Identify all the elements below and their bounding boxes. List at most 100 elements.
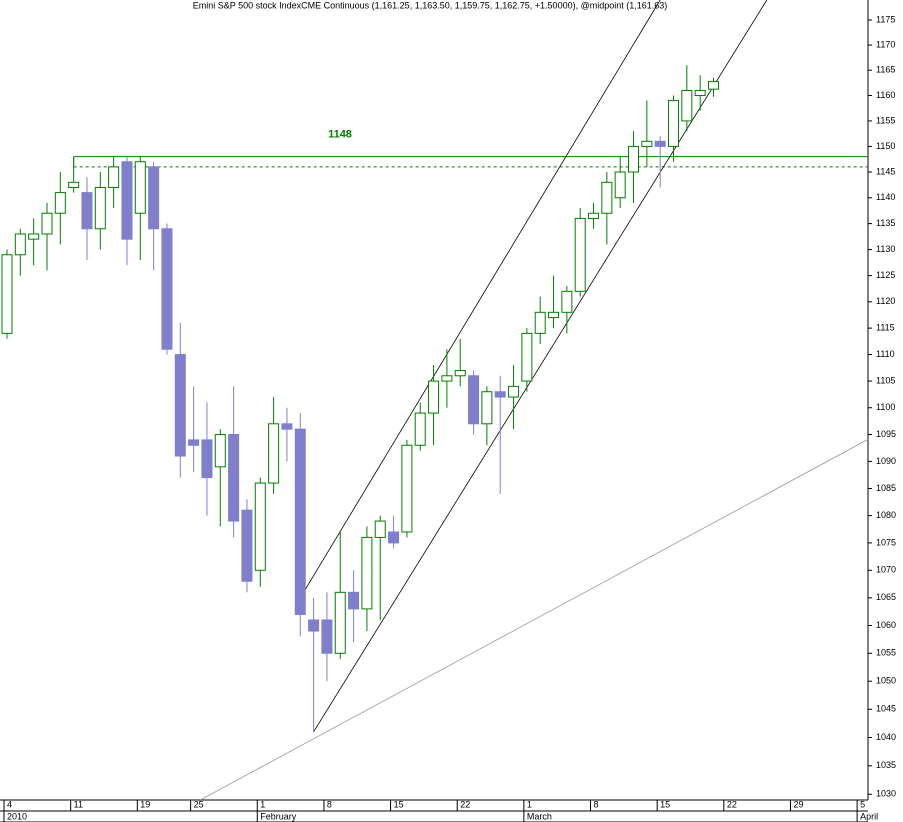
candle-body [254,482,266,571]
candle-body [54,192,66,214]
y-tick-label: 1060 [876,620,896,630]
y-tick-label: 1070 [876,565,896,575]
y-tick-label: 1125 [876,270,895,280]
candle-body [388,531,400,544]
y-tick-label: 1030 [876,789,896,799]
candle-body [281,423,293,430]
candle-body [374,520,386,538]
y-tick-label: 1045 [876,704,896,714]
y-tick-label: 1150 [876,141,895,151]
candle-body [588,212,600,219]
candle-body [534,311,546,334]
x-tick-label: 5 [860,799,865,809]
month-label: April [860,811,878,821]
y-tick-label: 1075 [876,537,896,547]
candle-body [441,375,453,382]
candle-body [308,619,320,632]
y-tick-label: 1130 [876,244,895,254]
candle-body [321,619,333,654]
plot-area [1,0,868,800]
x-tick-label: 22 [460,799,470,809]
y-tick-label: 1095 [876,429,896,439]
y-tick-label: 1090 [876,456,896,466]
y-tick-label: 1115 [876,322,895,332]
candle-body [414,412,426,446]
candle-body [268,423,280,484]
candle-body [94,186,106,230]
y-tick-label: 1145 [876,166,895,176]
trendline [200,438,868,800]
y-tick-label: 1065 [876,592,896,602]
y-tick-label: 1055 [876,648,896,658]
y-tick-label: 1040 [876,732,896,742]
candle-body [294,428,306,615]
candle-body [548,311,560,319]
x-tick-label: 1 [527,799,532,809]
y-tick-label: 1085 [876,483,896,493]
candle-body [28,233,40,240]
candle-body [134,161,146,214]
candle-body [108,166,120,188]
y-tick-label: 1035 [876,760,896,770]
x-tick-label: 15 [394,799,404,809]
y-tick-label: 1080 [876,510,896,520]
candle-body [148,166,160,230]
y-tick-label: 1170 [876,39,895,49]
candle-body [228,434,240,522]
x-tick-label: 22 [727,799,737,809]
candle-body [188,439,200,446]
x-tick-label: 19 [140,799,150,809]
candle-body [361,536,373,610]
candle-body [401,444,413,533]
y-tick-label: 1110 [876,349,895,359]
x-tick-label: 8 [594,799,599,809]
month-label: 2010 [7,811,27,821]
y-tick-label: 1135 [876,218,895,228]
candle-body [201,439,213,479]
candle-body [161,228,173,350]
level-label: 1148 [328,129,352,141]
candle-body [707,81,719,90]
candle-body [14,233,26,256]
x-tick-label: 11 [74,799,83,809]
y-tick-label: 1140 [876,192,895,202]
candle-body [468,375,480,425]
month-label: February [260,811,297,821]
candle-body [521,332,533,382]
x-tick-label: 4 [7,799,12,809]
chart-title: Emini S&P 500 stock IndexCME Continuous … [193,0,668,10]
candle-body [561,290,573,313]
candle-body [601,181,613,214]
candle-body [81,192,93,230]
y-tick-label: 1120 [876,296,895,306]
trendline [313,0,768,733]
x-tick-label: 1 [260,799,265,809]
y-tick-label: 1175 [876,14,895,24]
candle-body [428,380,440,414]
y-tick-label: 1050 [876,676,896,686]
candle-body [241,509,253,582]
candle-body [654,140,666,147]
y-tick-label: 1100 [876,402,895,412]
candle-body [454,369,466,377]
candle-body [174,354,186,457]
x-tick-label: 8 [327,799,332,809]
candle-body [334,591,346,654]
y-tick-label: 1165 [876,65,895,75]
candle-body [121,161,133,240]
candle-body [494,391,506,398]
candle-body [41,212,53,235]
x-tick-label: 15 [660,799,670,809]
trendline [299,0,661,599]
y-tick-label: 1155 [876,115,895,125]
candle-body [68,181,80,188]
candle-body [681,89,693,122]
y-tick-label: 1105 [876,375,895,385]
candle-body [1,254,13,334]
x-tick-label: 29 [793,799,803,809]
y-tick-label: 1160 [876,90,895,100]
candle-body [641,140,653,147]
candle-body [628,145,640,173]
month-label: March [527,811,552,821]
